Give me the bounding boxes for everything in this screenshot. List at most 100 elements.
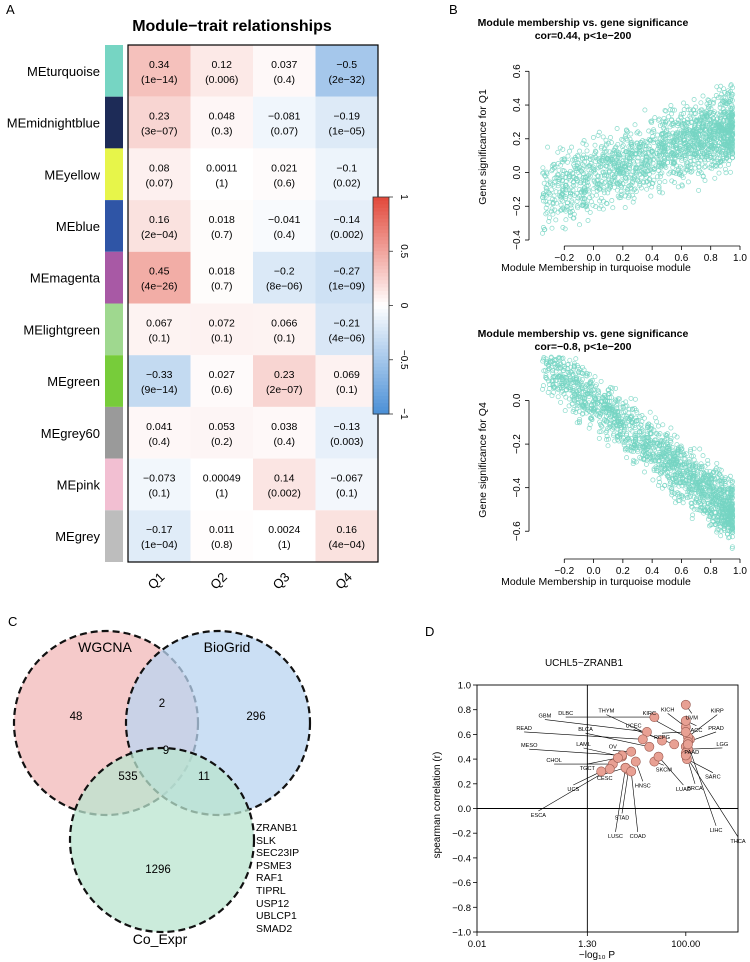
scatter-point (596, 429, 602, 435)
scatter-point (726, 123, 732, 128)
scatter-point (678, 132, 684, 138)
scatter-point (693, 118, 699, 123)
scatter-point (587, 371, 592, 377)
scatter-point (561, 192, 567, 198)
x-tick-label: 100.00 (671, 939, 700, 950)
scatter-point (627, 145, 633, 151)
heatmap-cell (128, 96, 191, 149)
scatter-point (691, 446, 697, 452)
colorbar-segment (373, 406, 389, 411)
scatter-point (651, 177, 657, 183)
scatter-point (553, 377, 559, 383)
scatter-point (716, 471, 722, 477)
scatter-point (582, 395, 588, 401)
scatter-point (692, 145, 698, 151)
scatter-point (621, 409, 627, 415)
colorbar-segment (373, 395, 389, 401)
y-tick-label: 0.2 (512, 131, 523, 145)
scatter-point (674, 462, 680, 468)
scatter-point (690, 133, 696, 139)
scatter-point (692, 462, 698, 468)
venn-gene-list: ZRANB1 SLK SEC23IP PSME3 RAF1 TIPRL USP1… (256, 822, 299, 935)
colorbar-segment (373, 294, 389, 299)
scatter-point (606, 176, 612, 182)
scatter-point (637, 429, 643, 435)
y-tick-label: 0.6 (458, 730, 471, 741)
scatter-point (688, 470, 694, 476)
y-tick-label: −0.4 (452, 853, 471, 864)
point-label: PCPG (654, 735, 670, 741)
scatter-point (591, 178, 597, 184)
scatter-point (662, 179, 668, 185)
point-label: UCEC (626, 723, 642, 729)
scatter-point (581, 185, 587, 191)
cell-pvalue: (2e−04) (141, 229, 177, 241)
scatter-point (719, 507, 725, 513)
correlation-ylabel: spearman correlation (r) (432, 752, 443, 859)
scatter-point (678, 115, 684, 121)
scatter-point (718, 478, 724, 484)
scatter-point (587, 156, 593, 162)
scatter-point (662, 108, 668, 113)
scatter-point (599, 144, 604, 150)
cell-pvalue: (0.2) (211, 436, 233, 448)
scatter-point (646, 128, 652, 134)
scatter-point (549, 225, 555, 231)
scatter-point (633, 432, 639, 438)
scatter-point (575, 160, 581, 166)
scatter-point (596, 155, 602, 161)
y-tick-label: 0.0 (458, 804, 471, 815)
data-point (612, 752, 623, 763)
scatter-point (667, 456, 673, 462)
scatter-point (691, 116, 697, 122)
cell-value: −0.19 (333, 111, 360, 123)
scatter-point (589, 193, 595, 199)
scatter-point (688, 169, 694, 175)
scatter-point (707, 103, 713, 109)
scatter-point (672, 453, 678, 459)
scatter-point (724, 145, 730, 151)
scatter-point (713, 137, 719, 143)
scatter-point (557, 145, 563, 151)
scatter-point (679, 464, 685, 470)
scatter-point (679, 173, 685, 178)
cell-value: −0.1 (336, 162, 357, 174)
heatmap-cell (253, 406, 316, 459)
scatter-point (612, 438, 618, 444)
scatter-point (702, 178, 708, 183)
scatter-point (661, 146, 667, 152)
colorbar-segment (373, 348, 389, 354)
scatter-point (593, 411, 599, 417)
scatter-point (625, 447, 631, 453)
scatter-point (594, 182, 600, 188)
scatter-point (666, 114, 671, 120)
scatter-point (707, 502, 713, 508)
colorbar-segment (373, 345, 389, 350)
scatter-point (686, 148, 692, 154)
scatter-point (665, 152, 671, 158)
scatter-point (674, 442, 680, 448)
scatter-point (676, 171, 682, 177)
scatter-point (728, 105, 733, 111)
heatmap-cell (315, 303, 378, 356)
point-leader-line (585, 732, 650, 748)
scatter-point (583, 410, 589, 416)
scatter-point (714, 163, 720, 169)
scatter-point (693, 111, 699, 116)
scatter-point (704, 494, 710, 500)
scatter-point (618, 195, 624, 201)
colorbar-segment (373, 323, 389, 328)
scatter-point (692, 487, 698, 493)
scatter-point (543, 375, 549, 381)
scatter-point (658, 471, 664, 477)
scatter-point (560, 198, 566, 204)
scatter-point (638, 148, 644, 154)
scatter-point (637, 131, 643, 137)
scatter-point (695, 145, 701, 151)
scatter-point (712, 163, 718, 169)
scatter-point (698, 100, 704, 106)
point-leader-line (685, 755, 739, 838)
point-label: KIRC (643, 711, 656, 717)
scatter-point (666, 449, 672, 455)
scatter-point (690, 161, 696, 167)
